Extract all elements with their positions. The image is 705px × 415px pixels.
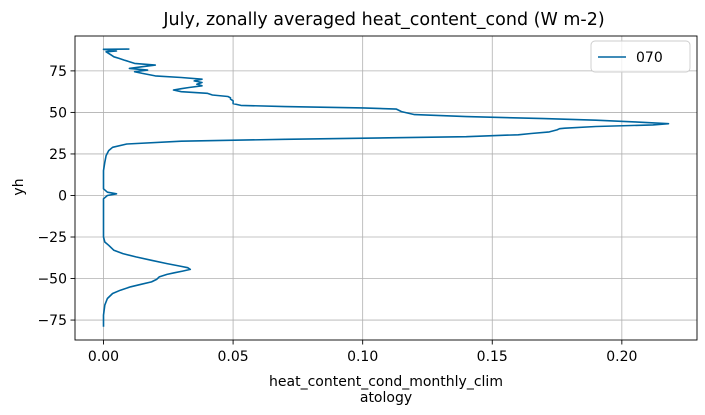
legend: 070 [590, 40, 691, 73]
y-axis: −75 −50 −25 0 25 50 75 [37, 64, 75, 329]
y-axis-label: yh [11, 178, 27, 195]
y-tick-label: 25 [49, 147, 67, 163]
x-axis-label-line-2: atology [360, 390, 412, 406]
legend-entry-label: 070 [636, 50, 663, 66]
x-axis-label-line-1: heat_content_cond_monthly_clim [269, 374, 503, 390]
y-tick-label: 50 [49, 105, 67, 121]
x-axis: 0.00 0.05 0.10 0.15 0.20 [88, 340, 637, 365]
series-layer [102, 48, 670, 327]
series-line-070 [102, 48, 670, 327]
x-tick-label: 0.05 [218, 349, 249, 365]
x-tick-label: 0.00 [88, 349, 119, 365]
x-tick-label: 0.10 [347, 349, 378, 365]
legend-box [590, 40, 691, 73]
x-tick-label: 0.15 [477, 349, 508, 365]
y-tick-label: −75 [37, 313, 67, 329]
y-tick-label: 75 [49, 64, 67, 80]
y-tick-label: 0 [58, 188, 67, 204]
y-tick-label: −50 [37, 272, 67, 288]
grid-lines [75, 36, 697, 340]
x-tick-label: 0.20 [606, 349, 637, 365]
chart-title: July, zonally averaged heat_content_cond… [162, 10, 604, 30]
y-tick-label: −25 [37, 230, 67, 246]
plot-frame [74, 35, 698, 341]
